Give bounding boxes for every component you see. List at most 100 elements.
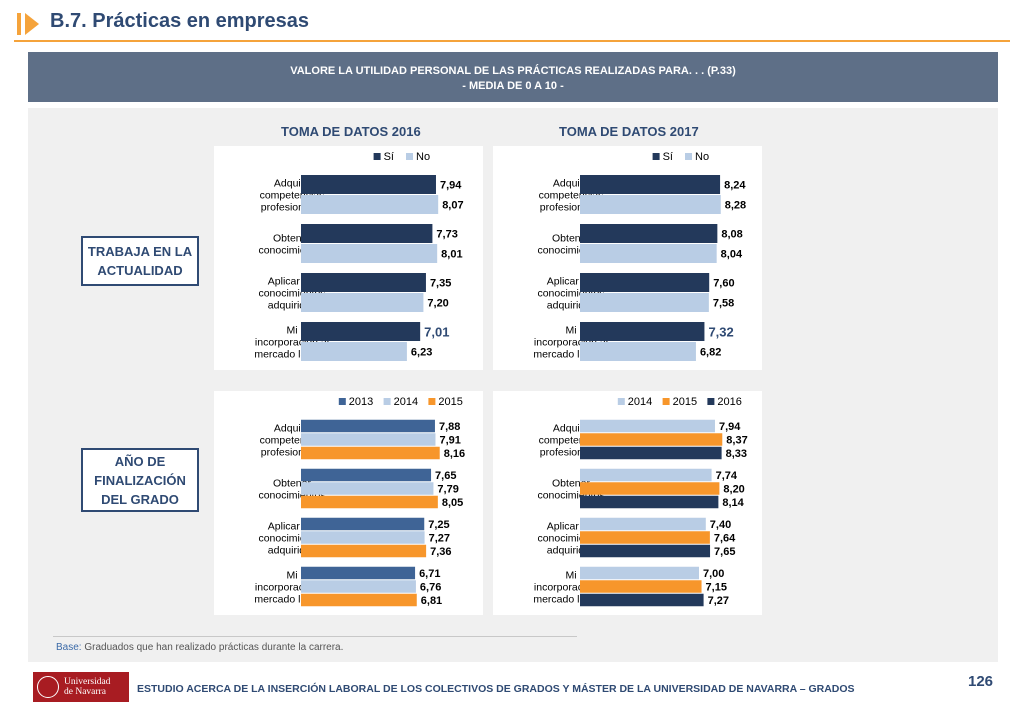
bar <box>301 342 407 361</box>
category-label: Mi <box>286 325 297 337</box>
row-label-line: DEL GRADO <box>101 491 179 507</box>
bar-value-label: 7,58 <box>713 298 734 310</box>
bar <box>301 566 416 580</box>
bar <box>580 195 721 214</box>
legend-swatch <box>373 153 381 160</box>
legend-label: 2014 <box>628 396 652 408</box>
bar <box>580 495 719 509</box>
bar-value-label: 7,88 <box>439 421 460 433</box>
bar-value-label: 7,00 <box>703 568 724 580</box>
bar-value-label: 7,64 <box>714 533 736 545</box>
bar-value-label: 7,27 <box>708 595 729 607</box>
bar <box>301 273 426 292</box>
bar <box>580 544 711 558</box>
legend-label: 2015 <box>438 396 462 408</box>
legend-label: Sí <box>663 151 673 163</box>
bar-value-label: 7,79 <box>437 484 458 496</box>
legend-swatch <box>338 398 346 405</box>
legend-label: 2014 <box>394 396 418 408</box>
bar <box>301 433 436 446</box>
bar <box>301 244 438 263</box>
base-text: Graduados que han realizado prácticas du… <box>81 642 344 653</box>
section-marker-icon <box>17 13 39 35</box>
category-label: Mi <box>565 325 576 337</box>
bar <box>580 593 704 607</box>
bar-value-label: 6,23 <box>411 347 432 359</box>
bar <box>580 342 696 361</box>
logo-text: Universidad de Navarra <box>64 677 110 697</box>
bar-value-label: 7,91 <box>439 435 460 447</box>
legend-swatch <box>428 398 436 405</box>
category-label: Mi <box>286 570 297 582</box>
bar <box>301 175 436 194</box>
bar <box>301 468 432 482</box>
bar <box>580 175 721 194</box>
bar <box>580 322 705 341</box>
category-label: Mi <box>565 570 576 582</box>
bar <box>301 293 424 312</box>
legend-label: 2015 <box>673 396 697 408</box>
bar <box>580 517 706 531</box>
bar <box>301 517 425 531</box>
bar-value-label: 7,01 <box>424 325 449 340</box>
bar-value-label: 7,65 <box>714 546 735 558</box>
bar <box>301 531 425 544</box>
bar-value-label: 8,07 <box>442 200 463 212</box>
legend-label: 2016 <box>717 396 741 408</box>
bar-value-label: 7,25 <box>428 519 449 531</box>
bar <box>580 446 722 460</box>
bar <box>301 446 440 460</box>
legend-label: No <box>695 151 709 163</box>
legend-label: 2013 <box>349 396 373 408</box>
legend-swatch <box>685 153 692 160</box>
bar <box>301 495 438 509</box>
bar-value-label: 8,24 <box>724 180 746 192</box>
bar-value-label: 8,04 <box>721 249 743 261</box>
university-seal-icon <box>37 676 59 698</box>
logo-line: de Navarra <box>64 687 106 697</box>
bar-value-label: 6,81 <box>421 595 442 607</box>
legend-label: No <box>416 151 430 163</box>
bar-value-label: 7,60 <box>713 278 734 290</box>
bar-value-label: 7,73 <box>436 229 457 241</box>
bar <box>580 273 710 292</box>
bar-value-label: 7,27 <box>429 533 450 545</box>
chart-finalizacion-2016-svg: 2013 2014 2015Adquirircompetenciasprofesio… <box>254 396 465 607</box>
bar-value-label: 8,01 <box>441 249 462 261</box>
legend-swatch <box>406 153 413 160</box>
bar <box>301 593 417 607</box>
legend-swatch <box>617 398 625 405</box>
bar-value-label: 7,65 <box>435 470 456 482</box>
scale-text: - MEDIA DE 0 A 10 - <box>462 80 564 92</box>
row-label-line: TRABAJA EN LA <box>87 244 193 259</box>
column-heading-2016: TOMA DE DATOS 2016 <box>281 124 421 139</box>
question-banner: VALORE LA UTILIDAD PERSONAL DE LAS PRÁCT… <box>28 52 998 102</box>
bar <box>301 195 439 214</box>
bar-value-label: 7,94 <box>440 180 462 192</box>
chart-trabaja-2016: Sí No Adquirir competencias profesionales 7,9… <box>214 146 483 370</box>
row-label-line: AÑO DE <box>114 453 166 469</box>
bar <box>301 482 434 495</box>
bar <box>301 322 421 341</box>
university-logo: Universidad de Navarra <box>33 672 129 702</box>
base-note: Base: Graduados que han realizado prácti… <box>56 642 343 653</box>
chart-trabaja-2017: Sí No Adquirir competencias profesionales 8,2… <box>493 146 762 370</box>
legend-swatch <box>652 153 660 160</box>
logo-line: Universidad <box>64 677 111 687</box>
bar <box>580 293 709 312</box>
bar-value-label: 8,20 <box>723 484 744 496</box>
bar <box>301 224 433 243</box>
bar <box>580 224 718 243</box>
chart-trabaja-2016-svg: Sí NoAdquirircompetenciasprofesionales7,9… <box>254 151 464 361</box>
bar <box>580 566 699 580</box>
question-text: VALORE LA UTILIDAD PERSONAL DE LAS PRÁCT… <box>290 65 736 77</box>
chart-finalizacion-2017: 2014 2015 2016 Adquirir competencias profesio… <box>493 391 762 615</box>
bar <box>301 419 435 433</box>
page-number: 126 <box>968 673 994 690</box>
bar-value-label: 7,36 <box>430 546 451 558</box>
chart-finalizacion-2017-svg: 2014 2015 2016Adquirircompetenciasprofesio… <box>533 396 747 607</box>
bar-value-label: 7,32 <box>708 325 733 340</box>
bar-value-label: 7,15 <box>706 582 727 594</box>
bar <box>580 482 720 495</box>
